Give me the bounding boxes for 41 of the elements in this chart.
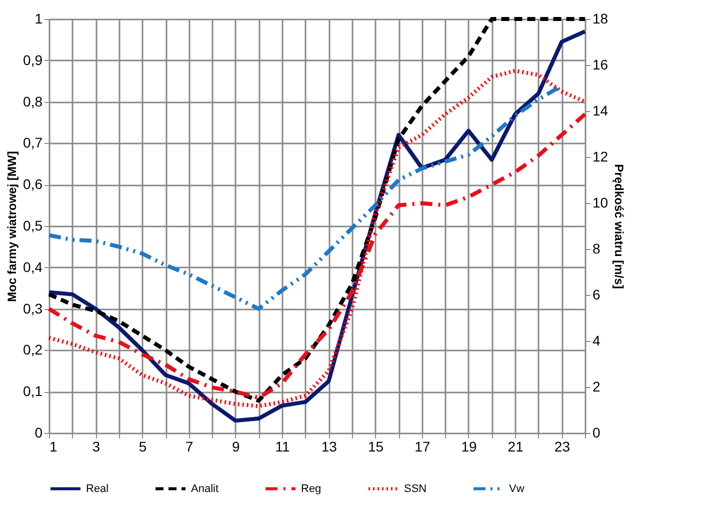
x-tick-label: 11 [275,438,290,454]
y-tick-label: 0,7 [23,134,43,151]
y2-tick-label: 8 [592,240,600,256]
legend-label: Vw [509,482,524,495]
x-tick-label: 19 [461,438,477,454]
y2-tick-label: 6 [592,286,600,302]
x-tick-label: 13 [321,438,338,454]
y2-tick-label: 0 [592,424,600,440]
legend-label: Reg [301,482,322,495]
y-tick-label: 0,9 [23,52,43,68]
y2-tick-label: 4 [592,332,600,348]
y-tick-label: 0,4 [23,258,43,275]
x-tick-label: 21 [508,438,524,454]
y2-axis-title: Prędkość wiatru [m/s] [612,164,626,289]
y-tick-label: 0,8 [23,93,43,110]
x-tick-label: 5 [138,438,147,454]
y-tick-label: 1 [34,10,43,26]
y-tick-label: 0,5 [23,218,43,234]
y-tick-label: 0,3 [23,300,43,316]
x-tick-label: 17 [414,438,430,454]
legend-label: Analit [191,482,219,495]
legend-label: SSN [404,482,427,495]
x-tick-label: 1 [50,438,58,454]
y-tick-label: 0,6 [23,176,43,192]
y2-tick-label: 10 [592,194,608,210]
y2-tick-label: 14 [592,102,608,118]
y2-tick-label: 12 [592,148,608,164]
y2-tick-label: 2 [592,378,600,394]
y-tick-label: 0 [34,424,43,440]
y-tick-label: 0,1 [23,383,43,400]
y-tick-label: 0,2 [23,342,43,358]
y-axis-title: Moc farmy wiatrowej [MW] [5,151,20,302]
legend-label: Real [86,482,109,495]
x-tick-label: 7 [185,438,194,454]
y2-tick-label: 16 [592,56,608,72]
line-series [47,112,587,400]
x-tick-label: 9 [232,438,240,454]
x-tick-label: 23 [554,438,570,454]
y2-tick-label: 18 [592,10,608,26]
x-tick-label: 15 [368,438,384,454]
x-tick-label: 3 [92,438,100,454]
